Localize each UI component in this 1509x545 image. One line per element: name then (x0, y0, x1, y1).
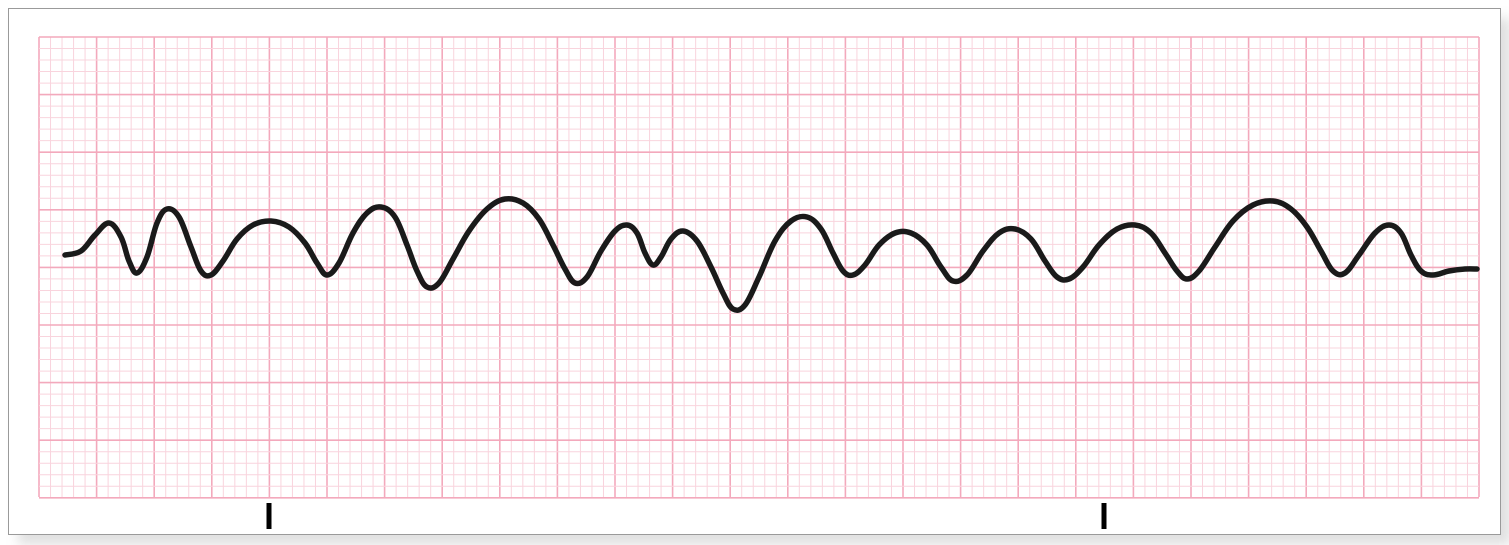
ecg-strip (9, 9, 1500, 534)
timing-tick (1102, 503, 1107, 529)
ecg-card (8, 8, 1501, 535)
ecg-grid (39, 37, 1479, 498)
timing-tick (267, 503, 272, 529)
ecg-card-wrap (8, 8, 1501, 535)
